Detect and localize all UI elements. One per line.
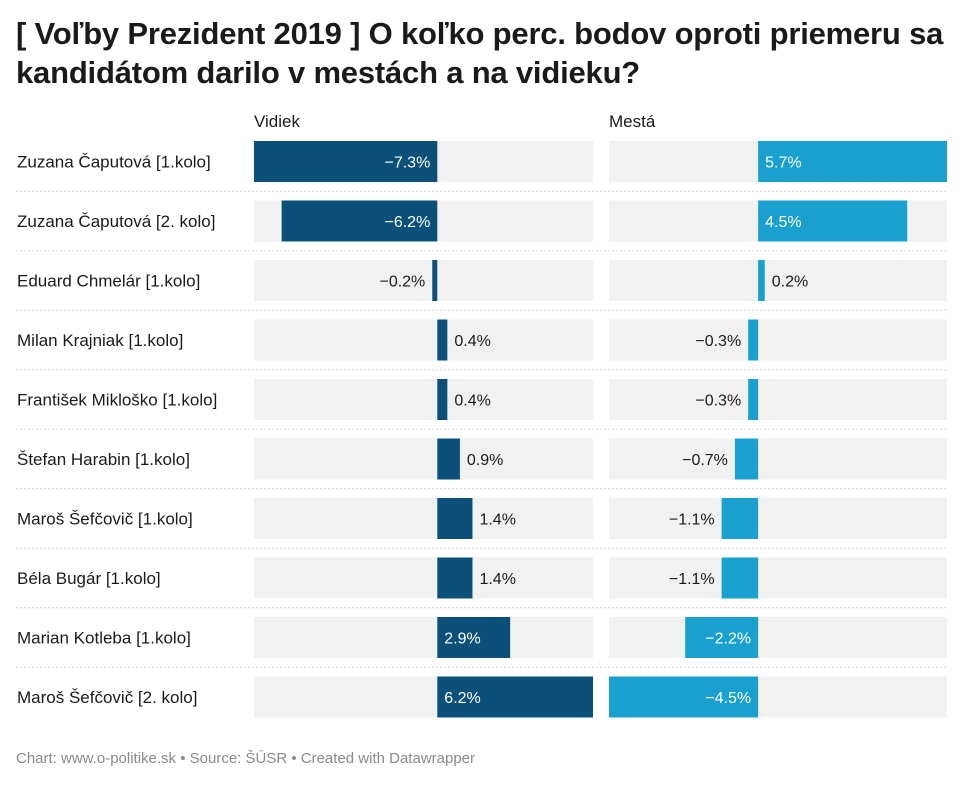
bar-mesta: [748, 319, 759, 361]
value-label: −7.3%: [384, 155, 430, 172]
value-label: 0.9%: [467, 452, 503, 469]
bar-vidiek: [432, 260, 438, 301]
bar-track: [254, 319, 593, 361]
bar-vidiek: [437, 617, 511, 658]
bar-vidiek: [437, 319, 448, 361]
bar-track: [254, 557, 593, 599]
bar-vidiek: [437, 676, 593, 718]
category-label: Maroš Šefčovič [2. kolo]: [17, 688, 197, 707]
bar-vidiek: [281, 200, 438, 242]
category-label: Béla Bugár [1.kolo]: [17, 569, 161, 588]
bar-vidiek: [254, 141, 438, 182]
value-label: −6.2%: [384, 214, 430, 231]
category-label: Milan Krajniak [1.kolo]: [17, 331, 183, 350]
bar-track: [609, 438, 947, 480]
bar-vidiek: [437, 438, 460, 480]
value-label: 0.4%: [454, 393, 490, 410]
category-label: Maroš Šefčovič [1.kolo]: [17, 510, 193, 529]
bar-track: [254, 260, 593, 301]
category-label: Zuzana Čaputová [1.kolo]: [17, 153, 211, 172]
value-label: −0.2%: [379, 274, 425, 291]
bar-mesta: [685, 617, 759, 658]
bar-mesta: [758, 260, 765, 301]
bar-track: [609, 498, 947, 539]
value-label: 0.4%: [454, 333, 490, 350]
value-label: 2.9%: [444, 631, 480, 648]
bar-track: [609, 557, 947, 599]
bar-mesta: [721, 557, 759, 599]
value-label: 0.2%: [772, 274, 808, 291]
bar-mesta: [734, 438, 759, 480]
category-label: Zuzana Čaputová [2. kolo]: [17, 212, 215, 231]
category-label: Eduard Chmelár [1.kolo]: [17, 272, 200, 291]
value-label: 4.5%: [765, 214, 801, 231]
value-label: 1.4%: [479, 571, 515, 588]
bar-mesta: [758, 141, 947, 182]
column-header-mesta: Mestá: [609, 112, 656, 131]
bar-track: [254, 617, 593, 658]
value-label: −1.1%: [669, 571, 715, 588]
value-label: 1.4%: [479, 512, 515, 529]
bar-mesta: [609, 676, 759, 718]
category-label: Marian Kotleba [1.kolo]: [17, 629, 191, 648]
value-label: −0.3%: [695, 333, 741, 350]
value-label: −1.1%: [669, 512, 715, 529]
chart-title: [ Voľby Prezident 2019 ] O koľko perc. b…: [16, 16, 944, 90]
chart-footer: Chart: www.o-politike.sk • Source: ŠÚSR …: [16, 750, 476, 767]
value-label: −0.3%: [695, 393, 741, 410]
value-label: −0.7%: [682, 452, 728, 469]
bar-track: [254, 498, 593, 539]
bar-vidiek: [437, 498, 473, 539]
bar-track: [609, 319, 947, 361]
value-label: 6.2%: [444, 690, 480, 707]
bar-track: [254, 438, 593, 480]
value-label: −4.5%: [705, 690, 751, 707]
category-label: Štefan Harabin [1.kolo]: [17, 450, 190, 469]
bar-track: [254, 379, 593, 420]
bar-mesta: [758, 200, 908, 242]
bar-mesta: [748, 379, 759, 420]
bar-track: [609, 260, 947, 301]
column-header-vidiek: Vidiek: [254, 112, 300, 131]
bar-track: [609, 379, 947, 420]
bar-mesta: [721, 498, 759, 539]
bar-vidiek: [437, 379, 448, 420]
value-label: −2.2%: [705, 631, 751, 648]
bar-track: [609, 617, 947, 658]
bar-vidiek: [437, 557, 473, 599]
value-label: 5.7%: [765, 155, 801, 172]
category-label: František Mikloško [1.kolo]: [17, 391, 217, 410]
